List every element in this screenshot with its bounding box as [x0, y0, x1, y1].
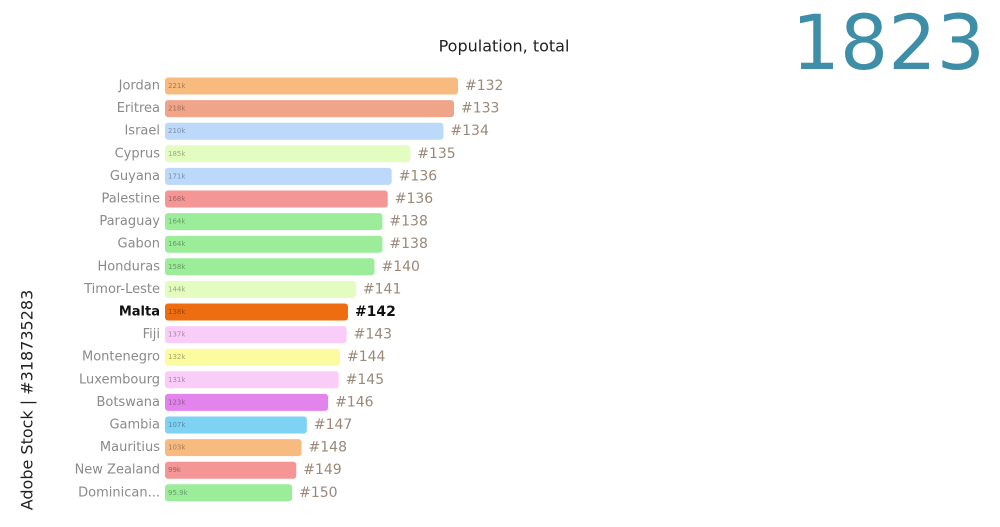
bar — [165, 371, 339, 389]
category-label: Dominican... — [78, 485, 160, 500]
category-label: Palestine — [101, 192, 160, 207]
bar — [165, 280, 356, 298]
value-label: 158k — [168, 263, 186, 271]
value-label: 185k — [168, 150, 186, 158]
bar — [165, 348, 341, 366]
bar — [165, 122, 444, 140]
rank-label: #144 — [347, 349, 386, 365]
rank-label: #148 — [309, 440, 347, 456]
rank-label: #134 — [450, 123, 489, 139]
rank-label: #135 — [417, 146, 455, 162]
rank-label: #141 — [363, 281, 401, 297]
rank-label: #133 — [461, 101, 499, 117]
value-label: 103k — [168, 444, 186, 452]
rank-label: #140 — [381, 259, 419, 275]
value-label: 171k — [168, 172, 186, 180]
value-label: 168k — [168, 195, 186, 203]
chart-title: Population, total — [439, 37, 570, 56]
rank-label: #145 — [346, 372, 384, 388]
bar — [165, 77, 458, 95]
value-label: 218k — [168, 105, 186, 113]
bar — [165, 303, 348, 321]
value-label: 137k — [168, 331, 186, 339]
category-label: Gabon — [118, 237, 161, 252]
value-label: 99k — [168, 466, 182, 474]
category-label: Mauritius — [100, 440, 160, 455]
value-label: 123k — [168, 398, 186, 406]
rank-label: #146 — [335, 394, 374, 410]
bar — [165, 145, 411, 163]
rank-label: #143 — [354, 327, 392, 343]
category-label: Cyprus — [115, 146, 161, 161]
rank-label: #147 — [314, 417, 352, 433]
value-label: 95.9k — [168, 489, 189, 497]
watermark: Adobe Stock | #318735283 — [18, 290, 37, 511]
value-label: 144k — [168, 285, 186, 293]
category-label: Honduras — [97, 259, 160, 274]
bar — [165, 167, 392, 185]
value-label: 221k — [168, 82, 186, 90]
category-label: Timor-Leste — [83, 282, 160, 297]
value-label: 210k — [168, 127, 186, 135]
bar — [165, 439, 302, 457]
bar — [165, 416, 307, 434]
category-label: Eritrea — [117, 101, 160, 116]
rank-label: #138 — [389, 236, 427, 252]
rank-label: #149 — [303, 462, 341, 478]
value-label: 138k — [168, 308, 186, 316]
category-label: Israel — [124, 124, 160, 139]
bar — [165, 393, 329, 411]
rank-label: #142 — [355, 304, 396, 320]
bar — [165, 213, 383, 231]
bar — [165, 461, 297, 479]
rank-label: #132 — [465, 78, 503, 94]
value-label: 131k — [168, 376, 186, 384]
bar — [165, 235, 383, 253]
bar — [165, 190, 388, 208]
year: 1823 — [792, 0, 985, 87]
category-label: Jordan — [118, 79, 160, 94]
category-label: Fiji — [143, 327, 160, 342]
rank-label: #138 — [389, 214, 427, 230]
value-label: 164k — [168, 218, 186, 226]
bar — [165, 326, 347, 344]
category-label: Botswana — [96, 395, 160, 410]
bar — [165, 258, 375, 276]
bar — [165, 484, 293, 502]
category-label: Paraguay — [99, 214, 160, 229]
rank-label: #150 — [299, 485, 337, 501]
value-label: 164k — [168, 240, 186, 248]
value-label: 132k — [168, 353, 186, 361]
rank-label: #136 — [395, 191, 434, 207]
value-label: 107k — [168, 421, 186, 429]
category-label: Montenegro — [82, 350, 160, 365]
category-label: New Zealand — [75, 463, 160, 478]
bar — [165, 100, 455, 118]
category-label: Luxembourg — [79, 372, 160, 387]
category-label: Gambia — [109, 418, 160, 433]
category-label: Guyana — [110, 169, 160, 184]
category-label: Malta — [119, 305, 160, 320]
rank-label: #136 — [399, 168, 438, 184]
